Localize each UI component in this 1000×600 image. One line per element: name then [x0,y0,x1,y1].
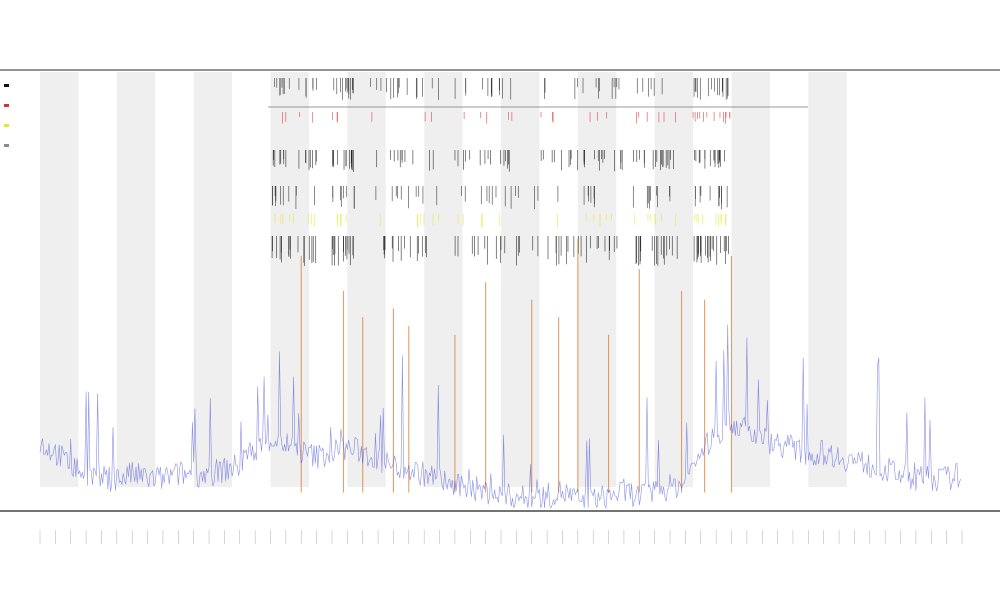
chart-frame [0,69,1000,512]
band-stripe-1 [116,72,156,487]
band-stripe-9 [731,72,770,487]
band-stripe-4 [347,72,386,487]
trace-line [39,324,961,509]
legend-swatch-0 [4,84,9,87]
band-stripe-5 [424,72,463,487]
legend-swatch-2 [4,124,9,127]
band-stripe-2 [193,72,233,487]
band-stripe-10 [808,72,847,487]
x-tick-labels [39,530,963,544]
band-stripes [40,72,847,487]
legend-swatch-1 [4,104,9,107]
event-markers [268,78,808,266]
event-spikes [300,238,733,493]
band-stripe-8 [654,72,694,487]
baseline-trace [39,324,961,509]
legend-swatch-3 [4,144,9,147]
band-stripe-7 [577,72,617,487]
band-stripe-3 [270,72,309,487]
band-stripe-0 [40,72,79,487]
legend [4,84,9,147]
band-stripe-6 [501,72,540,487]
